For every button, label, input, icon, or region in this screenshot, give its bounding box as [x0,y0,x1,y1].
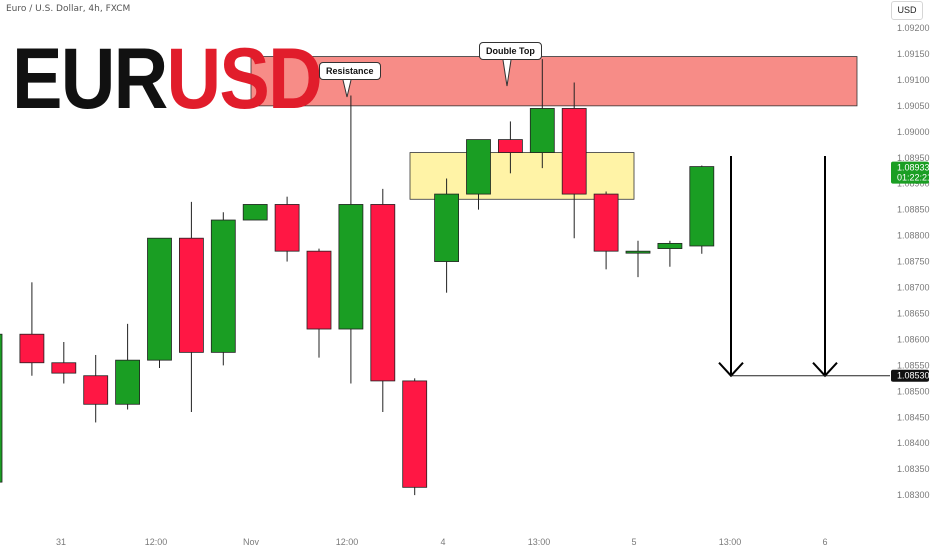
x-tick-label: 12:00 [145,537,168,547]
candle-bull [466,139,491,195]
y-tick-label: 1.08600 [897,334,930,344]
brand-part-usd: USD [166,31,323,127]
candle-bull [210,219,236,353]
candle-bear [83,375,109,405]
y-tick-label: 1.08850 [897,205,930,215]
countdown-text: 01:22:21 [897,173,932,183]
symbol-info: Euro / U.S. Dollar, 4h, FXCM [6,4,131,14]
currency-selector[interactable]: USD [891,1,923,20]
price-label-text: 1.08933 [897,163,930,173]
candle-bull [657,242,683,249]
x-tick-label: 13:00 [719,537,742,547]
brand-title: EURUSD [12,36,323,122]
support-zone [409,152,635,200]
y-tick-label: 1.08800 [897,231,930,241]
candle-bull [338,204,364,330]
y-tick-label: 1.09150 [897,49,930,59]
x-tick-label: 31 [56,537,66,547]
y-tick-label: 1.09050 [897,101,930,111]
candle-bull [115,359,140,405]
candle-bull [689,166,715,247]
candle-bear [274,204,300,252]
y-tick-label: 1.08650 [897,308,930,318]
x-tick-label: 4 [440,537,445,547]
candle-bear [178,237,204,353]
y-tick-label: 1.08950 [897,153,930,163]
candle-bear [306,250,332,330]
price-label-bg [891,369,929,382]
candle-bull [242,204,268,221]
candle-bull [147,237,172,361]
resistance-pointer [342,79,352,98]
y-tick-label: 1.08450 [897,412,930,422]
x-tick-label: Nov [243,537,260,547]
price-label-text: 1.08530 [897,371,930,381]
price-label-bg [891,161,929,184]
candle-bear [402,380,428,488]
candle-bull [434,193,460,262]
y-tick-label: 1.09200 [897,23,930,33]
candle-bear [370,204,396,382]
brand-part-eur: EUR [12,31,168,127]
candle-bear [561,108,587,195]
y-tick-label: 1.09100 [897,75,930,85]
double-top-pointer [502,59,512,87]
y-tick-label: 1.08350 [897,464,930,474]
x-tick-label: 13:00 [528,537,551,547]
y-tick-label: 1.08400 [897,438,930,448]
annotation-double-top[interactable]: Double Top [479,42,542,60]
y-tick-label: 1.08550 [897,360,930,370]
candle-bear [593,193,619,252]
y-tick-label: 1.08900 [897,179,930,189]
annotation-resistance[interactable]: Resistance [319,62,381,80]
x-tick-label: 6 [822,537,827,547]
y-tick-label: 1.08700 [897,283,930,293]
candle-bull [625,250,651,254]
candle-bull [0,333,3,483]
x-tick-label: 5 [631,537,636,547]
candle-bear [497,139,523,153]
candle-bear [19,333,45,364]
y-tick-label: 1.08500 [897,386,930,396]
y-tick-label: 1.08300 [897,490,930,500]
x-tick-label: 12:00 [336,537,359,547]
y-tick-label: 1.08750 [897,257,930,267]
y-tick-label: 1.09000 [897,127,930,137]
candle-bear [51,362,77,374]
candle-bull [529,108,555,153]
